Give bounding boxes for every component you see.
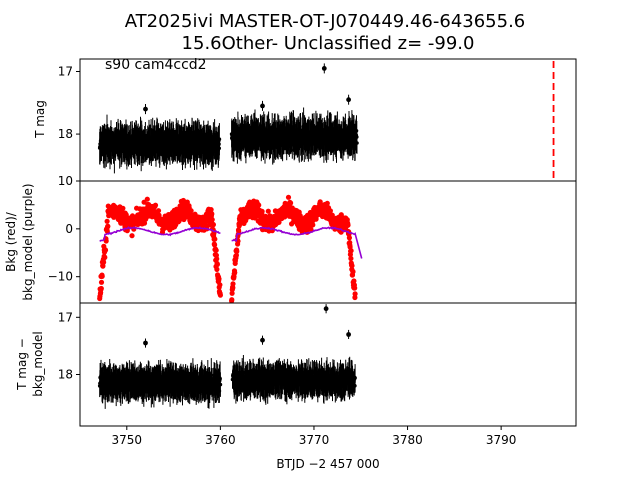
bkg-point	[209, 217, 215, 223]
bkg-point	[256, 202, 262, 208]
bkg-point	[346, 235, 352, 241]
bkg-point	[232, 270, 238, 276]
bkg-point	[212, 236, 218, 242]
mid-axes-frame	[79, 180, 577, 304]
bkg-point	[324, 200, 330, 206]
bkg-point	[352, 285, 358, 291]
bkg-point	[124, 228, 130, 234]
bkg-point	[214, 256, 220, 262]
bkg-point	[98, 279, 105, 285]
bkg-point	[102, 254, 108, 260]
mid-data-points	[97, 194, 363, 304]
bkg-point	[348, 255, 354, 262]
bkg-point	[212, 242, 218, 248]
bkg-point	[101, 259, 107, 265]
bkg-point	[230, 285, 236, 291]
bkg-point	[104, 218, 110, 224]
bkg-point	[129, 233, 135, 239]
bkg-point	[229, 297, 235, 303]
top-ytick-label: 18	[58, 127, 73, 141]
bkg-point	[308, 226, 314, 232]
bkg-point	[288, 200, 294, 206]
bkg-point	[102, 247, 109, 253]
mid-ytick-label: −10	[48, 270, 73, 284]
bkg-point	[351, 278, 357, 284]
top-data-points	[97, 63, 359, 174]
top-ytick-label: 17	[58, 65, 73, 79]
chart-title-line1: AT2025ivi MASTER-OT-J070449.46-643655.6	[125, 11, 526, 32]
bkg-point	[236, 228, 242, 234]
panel-background: 10 0 −10	[48, 174, 577, 304]
bkg-point	[285, 194, 292, 200]
bkg-point	[230, 281, 236, 287]
bkg-point	[120, 205, 126, 211]
bkg-point	[144, 196, 150, 202]
bkg-point	[210, 222, 216, 228]
bkg-point	[208, 207, 214, 213]
bkg-point	[350, 269, 356, 275]
outlier-point	[321, 66, 327, 71]
bkg-point	[209, 211, 215, 217]
bot-data-points	[97, 304, 357, 409]
bkg-point	[217, 292, 223, 298]
bkg-point	[104, 228, 110, 234]
bkg-point	[141, 220, 148, 226]
bkg-point	[99, 273, 105, 279]
bkg-model-line	[99, 226, 221, 242]
mid-ytick-label: 10	[58, 174, 73, 188]
bkg-point	[352, 291, 358, 297]
chart-title-line2: 15.6Other- Unclassified z= -99.0	[182, 33, 475, 54]
mag-point	[355, 141, 359, 145]
bkg-point	[213, 247, 219, 253]
bkg-point	[313, 216, 319, 222]
bkg-point	[105, 223, 111, 229]
outlier-point	[143, 106, 148, 112]
outlier-point	[346, 97, 351, 103]
bkg-point	[348, 248, 354, 254]
bkg-point	[216, 276, 222, 282]
bkg-point	[217, 282, 223, 288]
bkg-point	[265, 208, 271, 214]
mag-point	[218, 382, 223, 387]
bkg-point	[234, 248, 240, 254]
bkg-point	[259, 208, 265, 214]
bkg-point	[155, 208, 162, 214]
bkg-model-line	[231, 226, 363, 259]
bkg-point	[327, 208, 333, 214]
bkg-point	[229, 290, 235, 296]
mag-point	[217, 137, 222, 141]
bkg-point	[214, 266, 220, 272]
bkg-point	[152, 202, 159, 208]
outlier-point	[260, 103, 265, 109]
bkg-point	[188, 208, 194, 214]
bkg-point	[310, 222, 316, 228]
bkg-point	[214, 261, 220, 267]
bkg-point	[233, 252, 239, 258]
mid-ytick-label: 0	[65, 222, 73, 236]
bkg-point	[349, 263, 355, 269]
bkg-point	[345, 222, 351, 228]
bkg-point	[98, 285, 104, 292]
